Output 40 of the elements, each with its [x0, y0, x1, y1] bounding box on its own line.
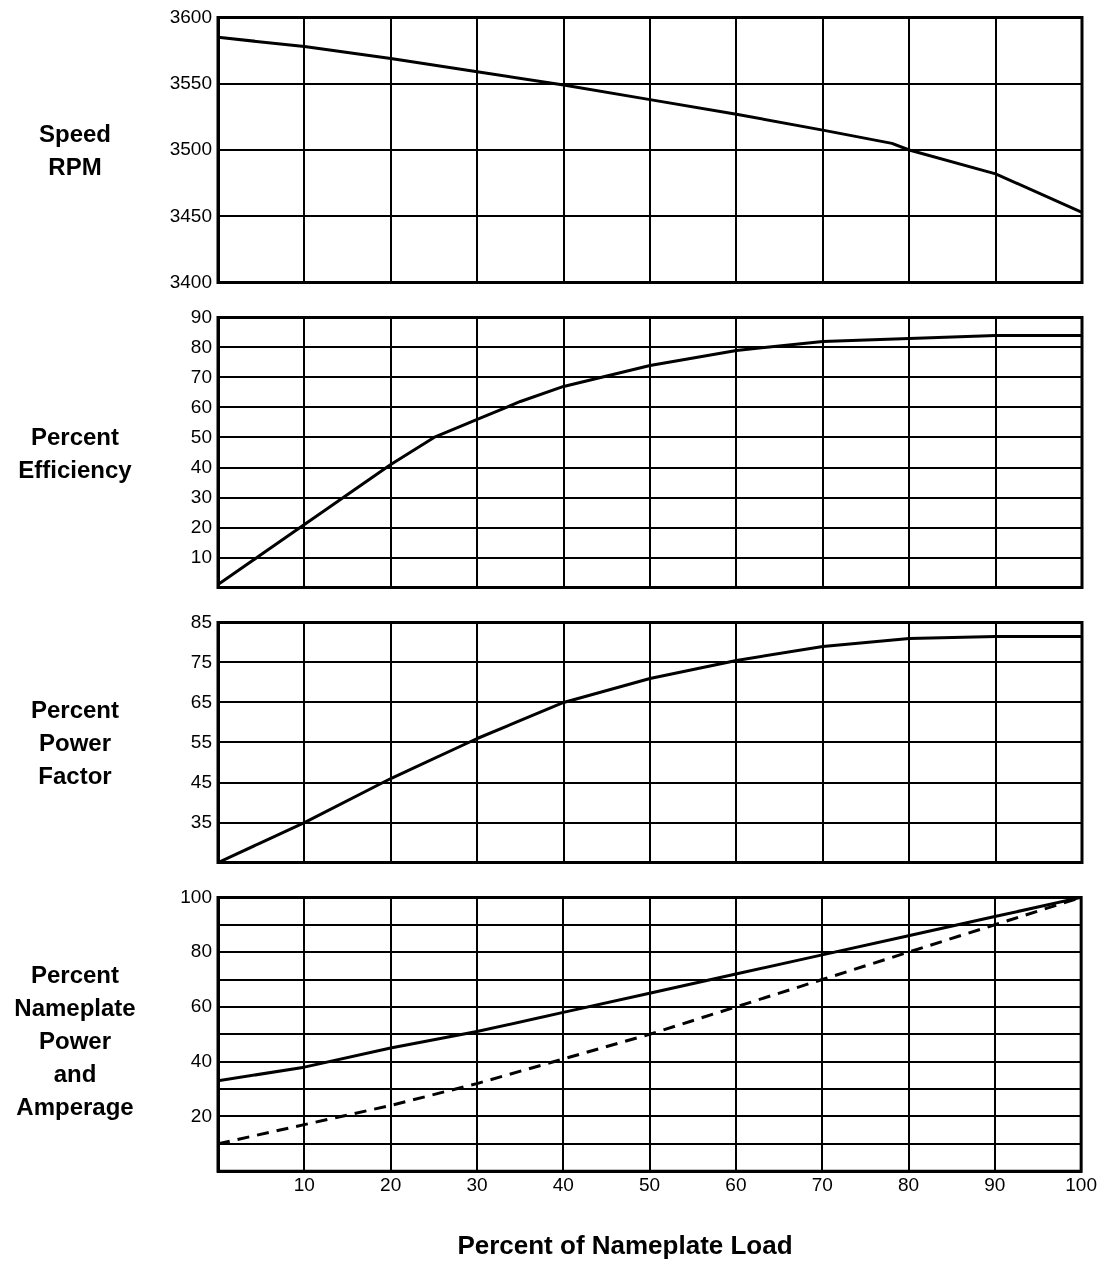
y-tick-label: 55: [190, 730, 212, 752]
x-tick-label: 50: [639, 1173, 661, 1195]
y-tick-label: 20: [190, 515, 212, 537]
y-tick-label: 3500: [169, 138, 212, 160]
y-axis-title: Percent Power Factor: [29, 695, 120, 791]
y-tick-label: 10: [190, 545, 212, 567]
y-tick-label: 3600: [169, 5, 212, 27]
y-tick-label: 75: [190, 650, 212, 672]
x-tick-label: 70: [811, 1173, 833, 1195]
x-tick-label: 60: [725, 1173, 747, 1195]
y-tick-label: 100: [180, 885, 212, 907]
y-tick-label: 3400: [169, 270, 212, 292]
y-tick-label: 20: [190, 1104, 212, 1126]
x-tick-label: 10: [293, 1173, 315, 1195]
y-tick-label: 80: [190, 940, 212, 962]
y-tick-label: 50: [190, 425, 212, 447]
y-axis-title: Speed RPM: [38, 119, 112, 182]
x-tick-label: 90: [984, 1173, 1006, 1195]
y-tick-label: 90: [190, 305, 212, 327]
y-tick-label: 70: [190, 365, 212, 387]
y-tick-label: 60: [190, 395, 212, 417]
y-axis-title: Percent Nameplate Power and Amperage: [13, 959, 137, 1122]
x-axis-title: Percent of Nameplate Load: [456, 1230, 794, 1261]
y-tick-label: 40: [190, 1049, 212, 1071]
x-tick-label: 40: [552, 1173, 574, 1195]
y-tick-label: 45: [190, 770, 212, 792]
y-tick-label: 3550: [169, 71, 212, 93]
y-tick-label: 65: [190, 690, 212, 712]
y-tick-label: 35: [190, 810, 212, 832]
y-tick-label: 85: [190, 610, 212, 632]
x-tick-label: 20: [380, 1173, 402, 1195]
y-axis-title: Percent Efficiency: [17, 421, 133, 485]
y-tick-label: 80: [190, 335, 212, 357]
x-tick-label: 30: [466, 1173, 488, 1195]
y-tick-label: 40: [190, 455, 212, 477]
x-tick-label: 100: [1065, 1173, 1097, 1195]
x-tick-label: 80: [897, 1173, 920, 1195]
y-tick-label: 60: [190, 995, 212, 1017]
y-tick-label: 3450: [169, 204, 212, 226]
y-tick-label: 30: [190, 485, 212, 507]
